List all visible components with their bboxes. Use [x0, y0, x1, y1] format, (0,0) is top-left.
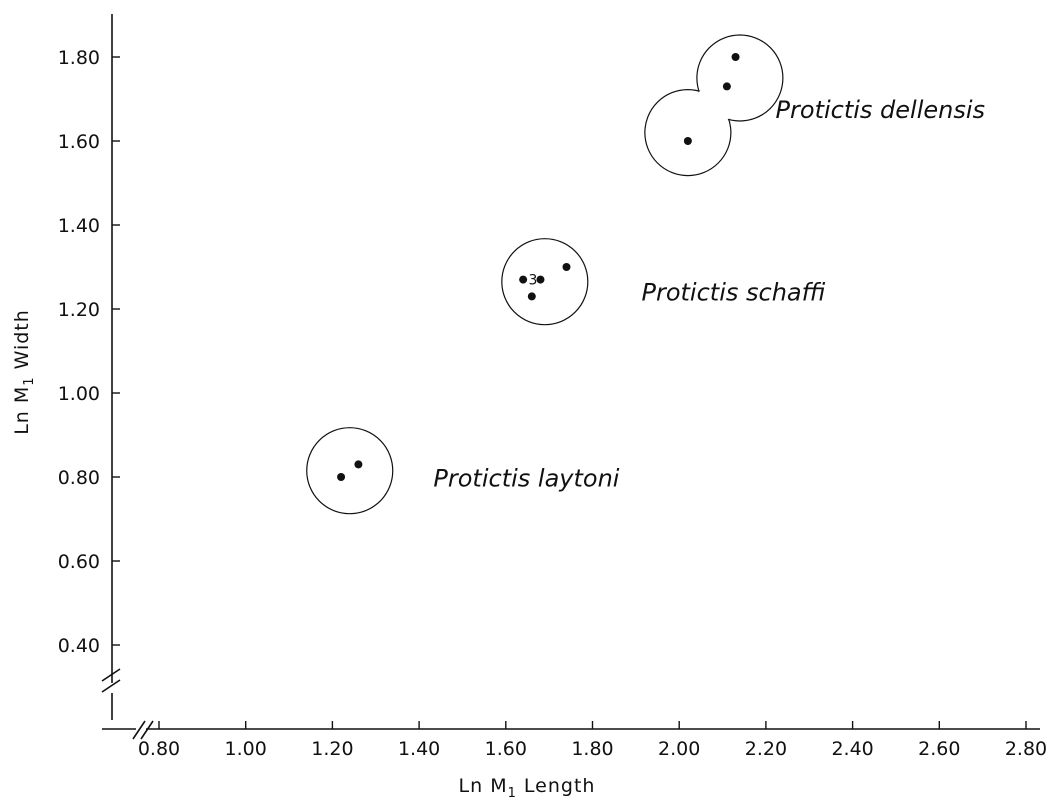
point-count-label: 3 [528, 273, 537, 289]
y-tick-label: 1.80 [58, 47, 100, 69]
y-axis-title: Ln M1 Width [11, 309, 37, 435]
x-tick-label: 1.00 [225, 738, 267, 760]
species-label: Protictis laytoni [433, 465, 619, 493]
data-point [722, 82, 731, 91]
y-tick-label: 0.60 [58, 551, 100, 573]
cluster-circle [696, 34, 784, 122]
cluster-circles [306, 34, 784, 515]
y-axis-ticks: 0.40 0.60 0.80 1.00 1.20 1.40 1.60 1.80 [58, 47, 120, 657]
data-point [536, 275, 545, 284]
x-tick-label: 2.00 [658, 738, 700, 760]
y-tick-label: 0.80 [58, 467, 100, 489]
data-points: 3 [337, 53, 740, 481]
y-tick-label: 1.20 [58, 299, 100, 321]
data-point [354, 460, 363, 469]
data-point [731, 53, 740, 61]
data-point [683, 137, 692, 145]
x-tick-label: 2.80 [1005, 738, 1047, 760]
cluster-join [692, 84, 736, 127]
x-tick-label: 1.60 [485, 738, 527, 760]
x-axis-title: Ln M1 Length [459, 775, 596, 799]
x-tick-label: 2.20 [745, 738, 787, 760]
species-label: Protictis schaffi [641, 279, 825, 307]
y-axis-break [101, 668, 121, 693]
x-tick-label: 2.60 [918, 738, 960, 760]
y-tick-label: 1.40 [58, 215, 100, 237]
cluster-circle [644, 89, 732, 177]
species-labels: Protictis laytoni Protictis schaffi Protic… [433, 96, 985, 493]
x-tick-label: 1.80 [571, 738, 613, 760]
y-tick-label: 0.40 [58, 635, 100, 657]
data-point [519, 275, 528, 284]
data-point [562, 263, 571, 271]
x-tick-label: 1.20 [311, 738, 353, 760]
cluster-circle [501, 238, 589, 326]
x-tick-label: 0.80 [138, 738, 180, 760]
data-point [337, 473, 346, 481]
cluster-circle [306, 427, 394, 515]
y-tick-label: 1.00 [58, 383, 100, 405]
y-tick-label: 1.60 [58, 131, 100, 153]
data-point [527, 292, 536, 301]
x-axis-break [132, 720, 154, 740]
x-axis-ticks: 0.80 1.00 1.20 1.40 1.60 1.80 2.00 2.20 2.40 2.60… [138, 721, 1047, 760]
species-label: Protictis dellensis [776, 96, 986, 124]
x-tick-label: 1.40 [398, 738, 440, 760]
x-tick-label: 2.40 [831, 738, 873, 760]
